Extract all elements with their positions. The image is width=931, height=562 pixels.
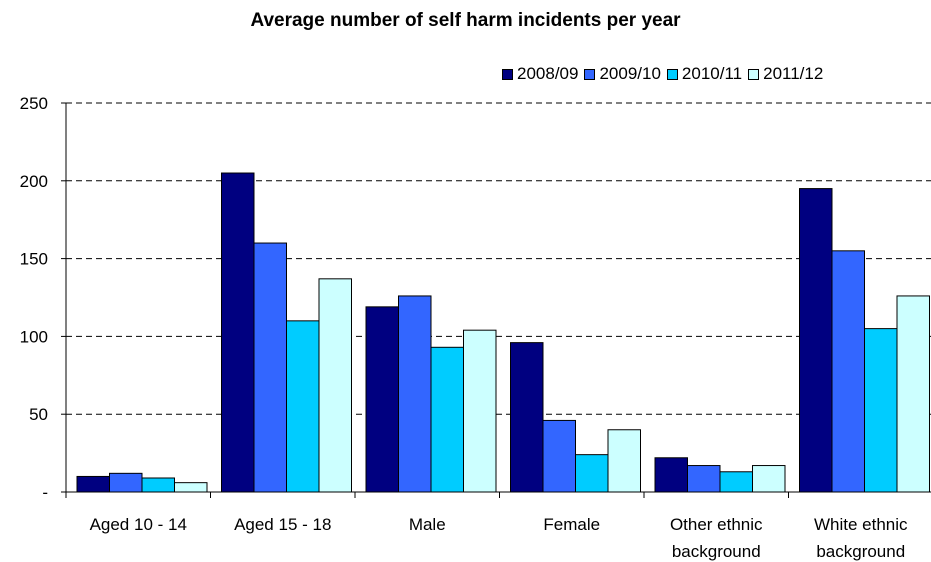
y-tick-label-150: 150: [20, 250, 48, 269]
category-label-4-1: background: [672, 542, 761, 561]
category-label-4-0: Other ethnic: [670, 515, 763, 534]
bar-2008-09-2: [365, 306, 399, 493]
legend-item-2011-12: 2011/12: [748, 64, 823, 84]
legend-item-2008-09: 2008/09: [502, 64, 578, 84]
bar-2009-10-3: [542, 419, 576, 493]
legend-label-2011-12: 2011/12: [763, 64, 824, 83]
category-label-5-0: White ethnic: [814, 515, 908, 534]
legend-swatch-2008-09: [502, 68, 513, 80]
bar-2008-09-4: [654, 457, 688, 493]
bar-2009-10-5: [831, 250, 865, 493]
y-tick-label-250: 250: [20, 94, 48, 113]
bar-2011-12-2: [463, 329, 497, 493]
y-tick-label-0: -: [42, 483, 48, 502]
legend-swatch-2011-12: [748, 68, 760, 80]
bar-2008-09-3: [510, 342, 544, 493]
bar-2009-10-1: [253, 242, 287, 493]
bar-2010-11-5: [864, 328, 898, 493]
bar-2011-12-1: [318, 278, 352, 493]
category-label-5-1: background: [816, 542, 905, 561]
legend-label-2010-11: 2010/11: [681, 64, 743, 83]
category-label-0-0: Aged 10 - 14: [90, 515, 187, 534]
y-tick-label-100: 100: [20, 327, 48, 346]
legend-label-2008-09: 2008/09: [517, 64, 579, 83]
legend-item-2009-10: 2009/10: [584, 64, 661, 84]
bar-2008-09-5: [799, 188, 833, 493]
bar-2009-10-4: [687, 465, 721, 493]
bar-2009-10-0: [109, 472, 143, 493]
y-tick-label-200: 200: [20, 172, 48, 191]
bar-2010-11-3: [575, 454, 609, 493]
category-label-3-0: Female: [543, 515, 600, 534]
bar-2008-09-0: [76, 475, 110, 493]
legend: 2008/09 2009/10 2010/11 2011/12: [502, 62, 829, 86]
bar-2011-12-4: [752, 465, 786, 493]
y-tick-label-50: 50: [29, 405, 48, 424]
bar-2011-12-0: [174, 482, 208, 493]
chart-title: Average number of self harm incidents pe…: [250, 10, 681, 31]
bar-2010-11-1: [286, 320, 320, 493]
bar-2010-11-2: [430, 346, 464, 493]
category-label-1-0: Aged 15 - 18: [234, 515, 331, 534]
bar-2010-11-4: [719, 471, 753, 493]
category-label-2-0: Male: [409, 515, 446, 534]
bar-2011-12-5: [896, 295, 930, 493]
legend-swatch-2010-11: [666, 68, 678, 80]
bar-2011-12-3: [607, 429, 641, 493]
bar-2009-10-2: [398, 295, 432, 493]
bar-2010-11-0: [141, 477, 175, 493]
legend-label-2009-10: 2009/10: [599, 64, 661, 83]
legend-item-2010-11: 2010/11: [666, 64, 743, 84]
bar-2008-09-1: [221, 172, 255, 493]
legend-swatch-2009-10: [584, 68, 596, 80]
